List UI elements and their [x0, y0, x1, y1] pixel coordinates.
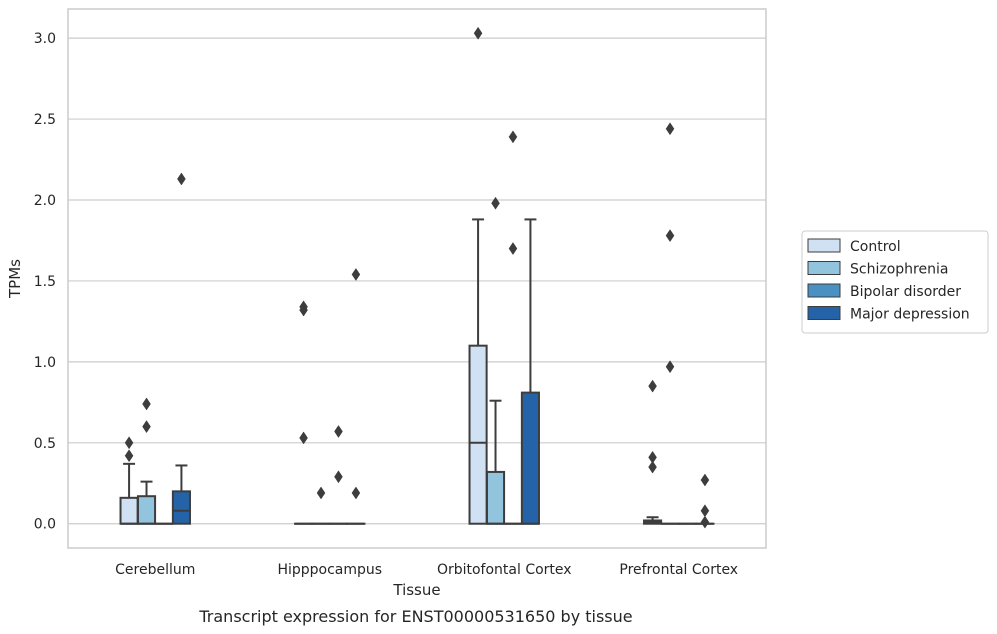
box-major-depression-cerebellum	[171, 172, 191, 525]
x-tick-labels: Cerebellum Hipppocampus Orbitofontal Corte…	[115, 562, 738, 578]
x-tick-label: Prefrontal Cortex	[619, 562, 738, 578]
box-major-depression-hipppocampus	[346, 268, 366, 525]
legend-label-schizophrenia: Schizophrenia	[850, 262, 948, 278]
y-tick-label: 0.5	[34, 436, 56, 452]
outlier-point	[351, 268, 361, 281]
box-body	[485, 470, 506, 525]
gridlines	[68, 37, 766, 525]
box-major-depression-prefrontal-cortex	[695, 473, 715, 529]
legend-swatch-major-depression	[807, 306, 841, 320]
outlier-point	[665, 122, 675, 136]
y-tick-label: 2.0	[34, 193, 56, 209]
outlier-point	[508, 242, 518, 256]
box-control-cerebellum	[119, 436, 139, 525]
box-body	[171, 490, 191, 525]
x-axis-label: Tissue	[392, 581, 440, 599]
outlier-point	[700, 473, 710, 487]
legend-label-control: Control	[850, 239, 901, 255]
box-schizophrenia-hipppocampus	[311, 486, 331, 525]
box-schizophrenia-orbitofontal-cortex	[485, 196, 506, 525]
outlier-point	[316, 486, 326, 500]
outlier-point	[299, 300, 308, 314]
box-body	[520, 391, 540, 525]
legend-swatch-schizophrenia	[807, 261, 841, 275]
outlier-point	[491, 196, 500, 210]
y-tick-label: 2.5	[34, 112, 56, 128]
legend-frame	[801, 230, 989, 334]
y-tick-label: 1.0	[34, 355, 56, 371]
x-tick-label: Hipppocampus	[277, 562, 382, 578]
outlier-point	[334, 425, 343, 438]
y-tick-label: 1.5	[34, 274, 56, 290]
outlier-point	[665, 229, 675, 243]
box-control-orbitofontal-cortex	[468, 26, 488, 525]
chart-caption: Transcript expression for ENST0000053165…	[198, 607, 632, 626]
plot-frame	[67, 8, 767, 549]
outlier-point	[508, 130, 518, 144]
box-body	[119, 496, 139, 525]
outlier-point	[351, 486, 361, 500]
y-tick-label: 0.0	[34, 517, 56, 533]
box-bipolar-disorder-orbitofontal-cortex	[503, 130, 523, 525]
outlier-point	[177, 172, 186, 186]
outlier-point	[334, 470, 343, 484]
outlier-point	[648, 460, 657, 474]
x-tick-label: Cerebellum	[115, 562, 195, 578]
box-major-depression-orbitofontal-cortex	[520, 218, 540, 525]
outlier-point	[648, 379, 657, 393]
box-control-prefrontal-cortex	[643, 379, 663, 525]
outlier-point	[700, 515, 710, 529]
legend: Control Schizophrenia Bipolar disorder Majo…	[801, 230, 989, 334]
outlier-point	[142, 420, 151, 434]
outlier-point	[665, 360, 675, 374]
outlier-point	[124, 449, 134, 463]
legend-label-bipolar-disorder: Bipolar disorder	[850, 284, 961, 300]
box-schizophrenia-cerebellum	[136, 397, 157, 525]
y-tick-labels: 0.0 0.5 1.0 1.5 2.0 2.5 3.0	[34, 31, 56, 533]
legend-swatch-control	[807, 238, 841, 253]
box-body	[136, 495, 157, 525]
y-axis-label: TPMs	[6, 259, 24, 299]
outlier-point	[648, 450, 657, 464]
box-schizophrenia-prefrontal-cortex	[660, 122, 680, 525]
y-tick-label: 3.0	[34, 31, 56, 47]
x-tick-label: Orbitofontal Cortex	[437, 562, 572, 578]
box-control-hipppocampus	[294, 300, 314, 525]
legend-swatch-bipolar-disorder	[807, 283, 841, 298]
boxes	[119, 26, 715, 529]
outlier-point	[473, 26, 483, 40]
outlier-point	[299, 431, 308, 445]
outlier-point	[142, 397, 151, 411]
box-bipolar-disorder-hipppocampus	[328, 425, 349, 525]
outlier-point	[124, 436, 134, 450]
legend-label-major-depression: Major depression	[850, 307, 970, 323]
outlier-point	[700, 504, 710, 518]
box-body	[468, 344, 488, 525]
